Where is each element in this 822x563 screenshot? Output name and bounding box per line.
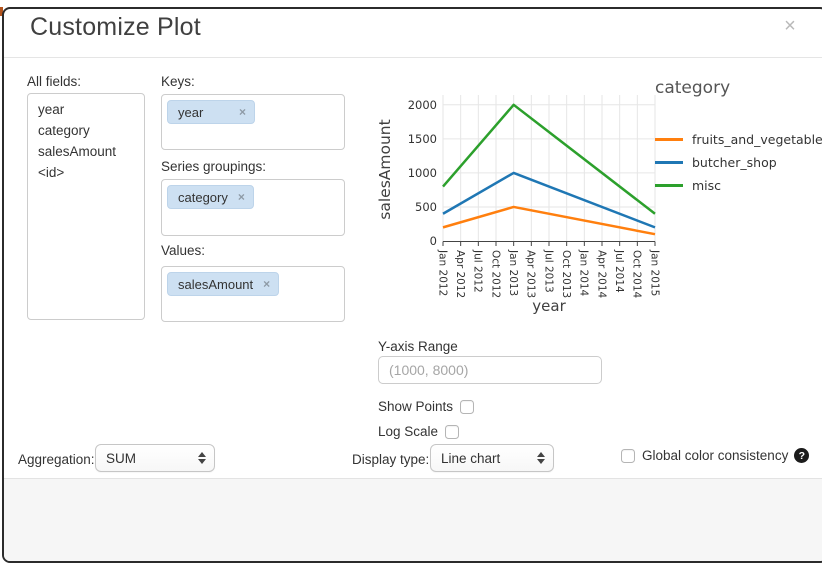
log-scale-label: Log Scale	[378, 424, 439, 439]
global-color-label: Global color consistency	[642, 448, 789, 463]
value-tag-salesamount[interactable]: salesAmount ×	[167, 272, 280, 296]
key-tag-label: year	[178, 104, 204, 120]
select-stepper-icon	[198, 452, 206, 464]
customize-plot-dialog: Customize Plot × All fields: year categor…	[2, 7, 822, 563]
field-item[interactable]: salesAmount	[38, 144, 117, 159]
question-help-icon[interactable]: ?	[794, 448, 810, 463]
legend-label: butcher_shop	[692, 155, 777, 170]
display-type-value: Line chart	[441, 450, 501, 466]
line-chart: Jan 2012 Apr 2012 Jul 2012 Oct 2012 Jan 2013…	[376, 95, 660, 315]
legend-row: butcher_shop	[655, 151, 822, 174]
field-item[interactable]: category	[38, 123, 90, 138]
aggregation-value: SUM	[106, 450, 136, 466]
remove-tag-icon[interactable]: ×	[238, 105, 246, 119]
values-label: Values:	[161, 243, 206, 258]
svg-text:Jan 2015: Jan 2015	[648, 249, 660, 296]
log-scale-checkbox[interactable]	[445, 424, 460, 439]
svg-text:Jan 2014: Jan 2014	[578, 249, 590, 297]
close-icon[interactable]: ×	[784, 15, 796, 37]
value-tag-label: salesAmount	[178, 276, 254, 292]
legend-label: fruits_and_vegetables	[692, 132, 822, 147]
remove-tag-icon[interactable]: ×	[263, 277, 271, 291]
svg-text:year: year	[532, 297, 566, 315]
key-tag-year[interactable]: year ×	[167, 100, 255, 124]
chart-preview: Jan 2012 Apr 2012 Jul 2012 Oct 2012 Jan 2013…	[373, 73, 673, 323]
svg-text:2000: 2000	[408, 98, 437, 112]
legend-title: category	[655, 78, 731, 98]
display-type-label: Display type:	[352, 452, 430, 467]
field-item[interactable]: <id>	[38, 165, 65, 180]
svg-text:500: 500	[415, 200, 437, 214]
chart-legend: category fruits_and_vegetables butcher_sh…	[655, 78, 822, 197]
svg-text:Oct 2012: Oct 2012	[489, 250, 501, 298]
all-fields-list: year category salesAmount <id>	[28, 94, 144, 183]
svg-text:salesAmount: salesAmount	[376, 119, 394, 219]
aggregation-label: Aggregation:	[18, 452, 95, 467]
global-color-checkbox[interactable]	[621, 448, 635, 463]
display-type-select[interactable]: Line chart	[430, 444, 554, 472]
log-scale-row: Log Scale	[378, 424, 460, 439]
series-tag-category[interactable]: category ×	[167, 185, 254, 209]
global-color-row: Global color consistency ?	[621, 448, 810, 463]
show-points-label: Show Points	[378, 399, 454, 414]
svg-text:Apr 2012: Apr 2012	[454, 250, 466, 298]
background-artifact	[0, 7, 3, 16]
svg-text:Jan 2013: Jan 2013	[507, 249, 519, 296]
svg-text:Jul 2013: Jul 2013	[542, 249, 554, 293]
svg-text:Jan 2012: Jan 2012	[436, 249, 448, 296]
show-points-checkbox[interactable]	[460, 399, 475, 414]
svg-text:Jul 2014: Jul 2014	[613, 249, 625, 293]
field-item[interactable]: year	[38, 102, 65, 117]
legend-label: misc	[692, 178, 722, 193]
all-fields-label: All fields:	[27, 74, 82, 89]
legend-swatch	[655, 138, 683, 141]
legend-swatch	[655, 161, 683, 164]
select-stepper-icon	[537, 452, 545, 464]
svg-text:Jul 2012: Jul 2012	[472, 249, 484, 293]
legend-swatch	[655, 184, 683, 187]
y-axis-range-input[interactable]	[378, 356, 602, 384]
svg-text:Apr 2013: Apr 2013	[525, 250, 537, 298]
svg-text:Apr 2014: Apr 2014	[595, 250, 607, 299]
svg-text:0: 0	[430, 234, 437, 248]
dialog-footer	[4, 478, 822, 561]
series-tag-label: category	[178, 189, 228, 205]
legend-row: fruits_and_vegetables	[655, 128, 822, 151]
svg-text:Oct 2014: Oct 2014	[631, 250, 643, 299]
legend-row: misc	[655, 174, 822, 197]
series-groupings-label: Series groupings:	[161, 159, 267, 174]
y-axis-range-label: Y-axis Range	[378, 339, 458, 354]
svg-text:Oct 2013: Oct 2013	[560, 250, 572, 298]
dialog-title: Customize Plot	[30, 13, 201, 41]
header-divider	[4, 57, 822, 58]
show-points-row: Show Points	[378, 399, 475, 414]
remove-tag-icon[interactable]: ×	[237, 190, 245, 204]
svg-text:1000: 1000	[408, 166, 437, 180]
svg-text:1500: 1500	[408, 132, 437, 146]
all-fields-listbox[interactable]: year category salesAmount <id>	[27, 93, 145, 320]
keys-label: Keys:	[161, 74, 195, 89]
aggregation-select[interactable]: SUM	[95, 444, 215, 472]
